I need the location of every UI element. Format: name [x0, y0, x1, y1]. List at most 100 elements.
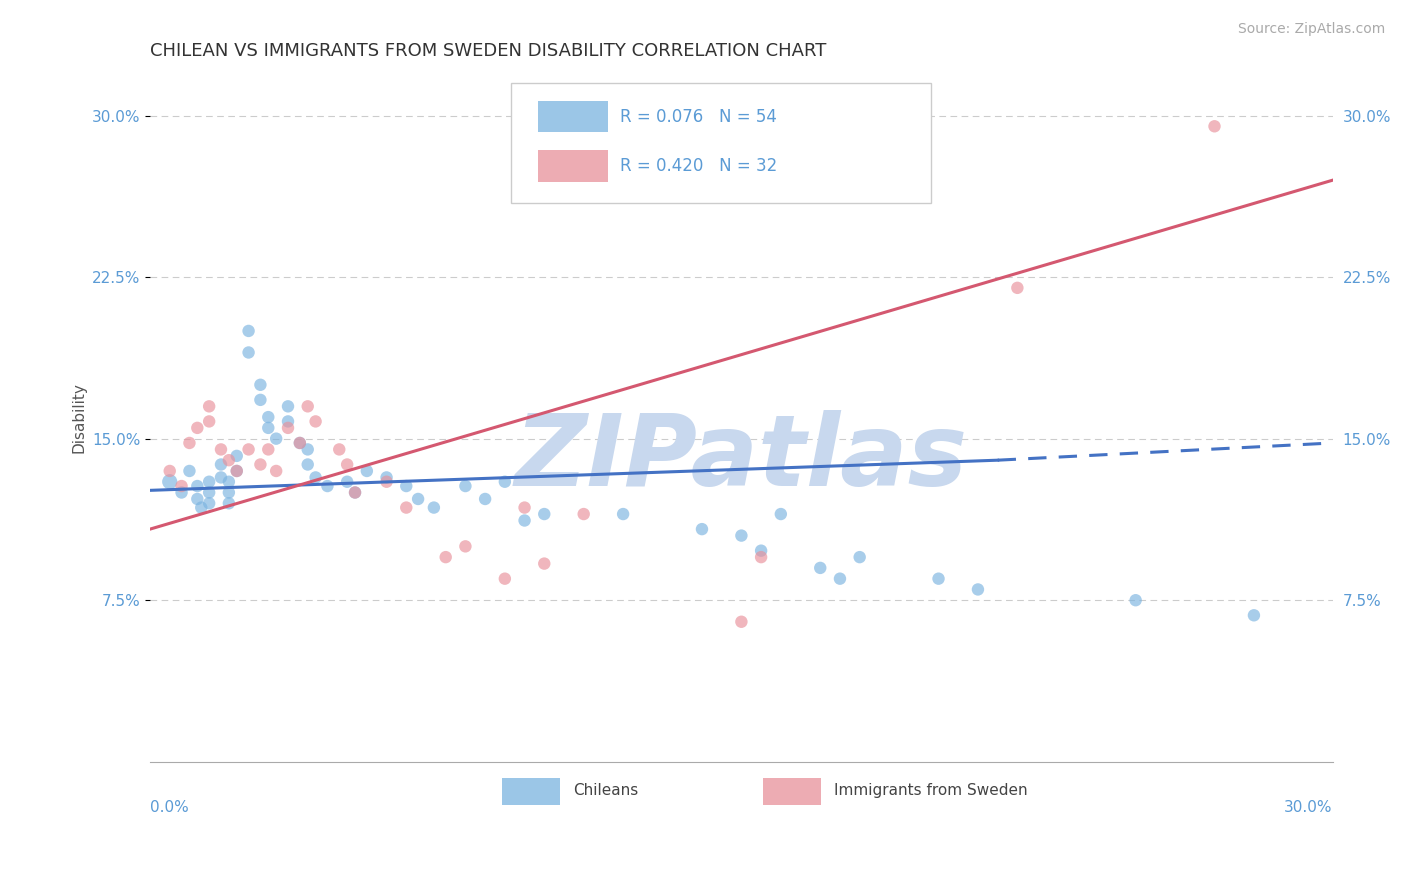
Point	[297, 458, 319, 472]
Point	[209, 470, 232, 484]
Point	[218, 453, 240, 467]
Point	[225, 464, 247, 478]
Point	[375, 470, 398, 484]
Point	[304, 470, 326, 484]
Point	[225, 464, 247, 478]
Text: 0.0%: 0.0%	[150, 800, 188, 814]
FancyBboxPatch shape	[502, 778, 561, 805]
Point	[928, 572, 950, 586]
Point	[494, 475, 516, 489]
Text: Immigrants from Sweden: Immigrants from Sweden	[834, 783, 1028, 798]
Point	[406, 491, 429, 506]
Point	[264, 432, 287, 446]
Text: R = 0.076   N = 54: R = 0.076 N = 54	[620, 108, 776, 126]
Point	[249, 392, 271, 407]
Point	[533, 557, 555, 571]
Point	[356, 464, 378, 478]
Point	[297, 400, 319, 414]
Point	[434, 550, 457, 565]
Point	[533, 507, 555, 521]
Point	[198, 475, 221, 489]
Point	[209, 458, 232, 472]
Point	[264, 464, 287, 478]
Point	[277, 400, 299, 414]
Point	[209, 442, 232, 457]
Point	[170, 485, 193, 500]
Point	[690, 522, 713, 536]
Point	[179, 436, 201, 450]
Point	[344, 485, 367, 500]
Text: 30.0%: 30.0%	[1284, 800, 1333, 814]
Point	[288, 436, 311, 450]
Point	[808, 561, 831, 575]
Point	[238, 324, 260, 338]
Point	[612, 507, 634, 521]
Point	[749, 543, 772, 558]
Point	[828, 572, 851, 586]
Point	[249, 377, 271, 392]
Point	[238, 345, 260, 359]
Point	[316, 479, 339, 493]
Point	[198, 414, 221, 428]
Point	[328, 442, 350, 457]
Point	[304, 414, 326, 428]
Point	[277, 421, 299, 435]
Text: R = 0.420   N = 32: R = 0.420 N = 32	[620, 157, 778, 175]
Point	[159, 464, 181, 478]
Point	[218, 475, 240, 489]
Point	[277, 414, 299, 428]
Text: Chileans: Chileans	[574, 783, 638, 798]
Point	[474, 491, 496, 506]
FancyBboxPatch shape	[762, 778, 821, 805]
Y-axis label: Disability: Disability	[72, 382, 86, 452]
Point	[257, 442, 280, 457]
Point	[225, 449, 247, 463]
Point	[170, 479, 193, 493]
Point	[344, 485, 367, 500]
Point	[848, 550, 870, 565]
FancyBboxPatch shape	[538, 151, 607, 182]
Point	[730, 528, 752, 542]
Point	[395, 500, 418, 515]
Point	[1007, 281, 1029, 295]
Point	[198, 496, 221, 510]
Point	[423, 500, 446, 515]
Point	[749, 550, 772, 565]
Point	[513, 500, 536, 515]
Point	[494, 572, 516, 586]
Text: ZIPatlas: ZIPatlas	[515, 410, 967, 507]
Point	[454, 479, 477, 493]
Point	[336, 475, 359, 489]
Point	[730, 615, 752, 629]
Point	[198, 400, 221, 414]
Text: CHILEAN VS IMMIGRANTS FROM SWEDEN DISABILITY CORRELATION CHART: CHILEAN VS IMMIGRANTS FROM SWEDEN DISABI…	[150, 42, 827, 60]
Point	[186, 479, 208, 493]
Point	[375, 475, 398, 489]
Point	[769, 507, 792, 521]
Point	[186, 491, 208, 506]
Point	[288, 436, 311, 450]
Point	[198, 485, 221, 500]
Point	[513, 514, 536, 528]
Point	[297, 442, 319, 457]
Point	[190, 500, 212, 515]
Point	[1125, 593, 1147, 607]
Point	[159, 475, 181, 489]
Point	[218, 485, 240, 500]
Point	[179, 464, 201, 478]
Text: Source: ZipAtlas.com: Source: ZipAtlas.com	[1237, 22, 1385, 37]
FancyBboxPatch shape	[510, 83, 931, 203]
Point	[1204, 120, 1226, 134]
Point	[238, 442, 260, 457]
Point	[249, 458, 271, 472]
Point	[1243, 608, 1265, 623]
Point	[257, 421, 280, 435]
Point	[336, 458, 359, 472]
Point	[967, 582, 990, 597]
Point	[572, 507, 595, 521]
FancyBboxPatch shape	[538, 101, 607, 132]
Point	[257, 410, 280, 425]
Point	[395, 479, 418, 493]
Point	[454, 540, 477, 554]
Point	[186, 421, 208, 435]
